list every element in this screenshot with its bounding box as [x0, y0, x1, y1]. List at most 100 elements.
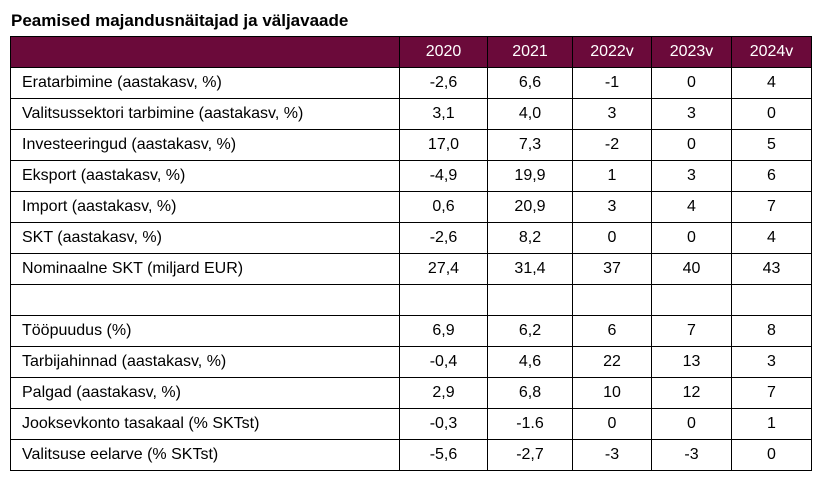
table-title: Peamised majandusnäitajad ja väljavaade	[11, 11, 349, 30]
table-body: Eratarbimine (aastakasv, %) -2,6 6,6 -1 0 4 Va…	[10, 67, 812, 471]
value-cell-2020: 2,9	[399, 377, 488, 409]
table-row: SKT (aastakasv, %) -2,6 8,2 0 0 4	[10, 222, 812, 254]
value-cell-2021: 4,6	[487, 346, 573, 378]
value-cell-2024v: 4	[731, 67, 812, 99]
value-cell-2021: 6,6	[487, 67, 573, 99]
value-cell-2023v: 0	[651, 67, 732, 99]
value-cell-2020: -2,6	[399, 67, 488, 99]
row-label: Eksport (aastakasv, %)	[10, 160, 400, 192]
value-cell-2023v: 4	[651, 191, 732, 223]
value-cell-2023v: 0	[651, 408, 732, 440]
value-cell-2024v: 0	[731, 98, 812, 130]
value-cell-2023v: 3	[651, 160, 732, 192]
value-cell-2022v: 3	[572, 98, 652, 130]
value-cell-2020	[399, 284, 488, 316]
value-cell-2021: 8,2	[487, 222, 573, 254]
row-label: Tööpuudus (%)	[10, 315, 400, 347]
table-row: Nominaalne SKT (miljard EUR) 27,4 31,4 37 40…	[10, 253, 812, 285]
header-year-2020: 2020	[399, 36, 488, 68]
header-year-2024v: 2024v	[731, 36, 812, 68]
value-cell-2021: 6,8	[487, 377, 573, 409]
value-cell-2022v	[572, 284, 652, 316]
value-cell-2020: 3,1	[399, 98, 488, 130]
row-label: Import (aastakasv, %)	[10, 191, 400, 223]
row-label: Nominaalne SKT (miljard EUR)	[10, 253, 400, 285]
table-row: Palgad (aastakasv, %) 2,9 6,8 10 12 7	[10, 377, 812, 409]
value-cell-2023v: -3	[651, 439, 732, 471]
value-cell-2024v: 0	[731, 439, 812, 471]
value-cell-2023v	[651, 284, 732, 316]
value-cell-2024v: 8	[731, 315, 812, 347]
value-cell-2023v: 0	[651, 222, 732, 254]
row-label: Valitsuse eelarve (% SKTst)	[10, 439, 400, 471]
value-cell-2020: -5,6	[399, 439, 488, 471]
table-row: Tarbijahinnad (aastakasv, %) -0,4 4,6 22 13 3	[10, 346, 812, 378]
value-cell-2020: 17,0	[399, 129, 488, 161]
table-row: Valitsussektori tarbimine (aastakasv, %)…	[10, 98, 812, 130]
table-row: Import (aastakasv, %) 0,6 20,9 3 4 7	[10, 191, 812, 223]
value-cell-2020: 0,6	[399, 191, 488, 223]
header-corner-cell	[10, 36, 400, 68]
table-row: Tööpuudus (%) 6,9 6,2 6 7 8	[10, 315, 812, 347]
header-year-2022v: 2022v	[572, 36, 652, 68]
value-cell-2022v: 10	[572, 377, 652, 409]
value-cell-2023v: 40	[651, 253, 732, 285]
value-cell-2020: 27,4	[399, 253, 488, 285]
value-cell-2021: 20,9	[487, 191, 573, 223]
row-label: Tarbijahinnad (aastakasv, %)	[10, 346, 400, 378]
value-cell-2024v: 43	[731, 253, 812, 285]
value-cell-2021: 19,9	[487, 160, 573, 192]
value-cell-2020: 6,9	[399, 315, 488, 347]
table-row: Valitsuse eelarve (% SKTst) -5,6 -2,7 -3 -3 0	[10, 439, 812, 471]
value-cell-2024v: 3	[731, 346, 812, 378]
value-cell-2023v: 7	[651, 315, 732, 347]
value-cell-2024v: 4	[731, 222, 812, 254]
row-label: Investeeringud (aastakasv, %)	[10, 129, 400, 161]
value-cell-2023v: 13	[651, 346, 732, 378]
row-label: Eratarbimine (aastakasv, %)	[10, 67, 400, 99]
row-label: Palgad (aastakasv, %)	[10, 377, 400, 409]
value-cell-2021: 6,2	[487, 315, 573, 347]
table-row	[10, 284, 812, 316]
value-cell-2020: -0,4	[399, 346, 488, 378]
table-row: Eratarbimine (aastakasv, %) -2,6 6,6 -1 0 4	[10, 67, 812, 99]
value-cell-2024v: 7	[731, 377, 812, 409]
value-cell-2020: -2,6	[399, 222, 488, 254]
value-cell-2022v: 0	[572, 408, 652, 440]
value-cell-2020: -0,3	[399, 408, 488, 440]
table-row: Jooksevkonto tasakaal (% SKTst) -0,3 -1.6 0…	[10, 408, 812, 440]
header-year-2021: 2021	[487, 36, 573, 68]
row-label: Valitsussektori tarbimine (aastakasv, %)	[10, 98, 400, 130]
value-cell-2020: -4,9	[399, 160, 488, 192]
value-cell-2021: 4,0	[487, 98, 573, 130]
value-cell-2021	[487, 284, 573, 316]
value-cell-2023v: 3	[651, 98, 732, 130]
row-label: Jooksevkonto tasakaal (% SKTst)	[10, 408, 400, 440]
value-cell-2024v: 1	[731, 408, 812, 440]
value-cell-2021: 31,4	[487, 253, 573, 285]
value-cell-2024v: 5	[731, 129, 812, 161]
value-cell-2024v: 7	[731, 191, 812, 223]
value-cell-2021: 7,3	[487, 129, 573, 161]
value-cell-2022v: 3	[572, 191, 652, 223]
value-cell-2024v: 6	[731, 160, 812, 192]
value-cell-2022v: 22	[572, 346, 652, 378]
value-cell-2022v: -3	[572, 439, 652, 471]
row-label: SKT (aastakasv, %)	[10, 222, 400, 254]
value-cell-2022v: 0	[572, 222, 652, 254]
value-cell-2023v: 12	[651, 377, 732, 409]
value-cell-2022v: -1	[572, 67, 652, 99]
value-cell-2022v: 1	[572, 160, 652, 192]
value-cell-2022v: -2	[572, 129, 652, 161]
indicators-table: 2020 2021 2022v 2023v 2024v Eratarbimine…	[10, 36, 812, 471]
table-row: Investeeringud (aastakasv, %) 17,0 7,3 -2 0 5	[10, 129, 812, 161]
value-cell-2024v	[731, 284, 812, 316]
value-cell-2022v: 6	[572, 315, 652, 347]
header-row: 2020 2021 2022v 2023v 2024v	[10, 36, 812, 68]
row-label	[10, 284, 400, 316]
table-row: Eksport (aastakasv, %) -4,9 19,9 1 3 6	[10, 160, 812, 192]
value-cell-2021: -2,7	[487, 439, 573, 471]
value-cell-2023v: 0	[651, 129, 732, 161]
header-year-2023v: 2023v	[651, 36, 732, 68]
value-cell-2021: -1.6	[487, 408, 573, 440]
